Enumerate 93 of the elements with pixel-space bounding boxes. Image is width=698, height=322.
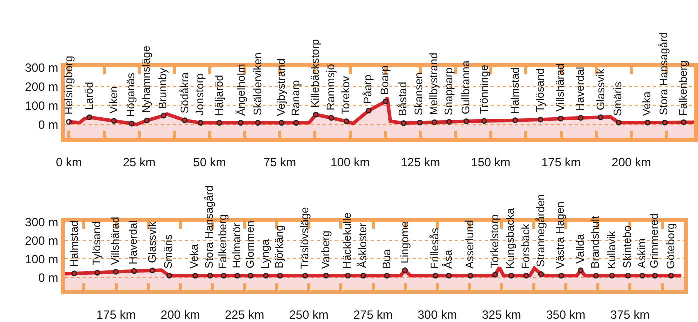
x-tick-label: 275 km [354,308,393,322]
annotation: Ängelholm [234,64,248,116]
x-tick-label: 325 km [482,308,522,322]
annotation: Ranarp [290,80,302,116]
annotation: Glassvik [595,68,608,110]
x-tick-label: 200 km [612,155,652,170]
annotation: Tylösand [534,68,547,113]
annotation: Villshärad [110,216,122,266]
annotation: Haverdal [574,67,587,112]
annotation: Villshärad [555,64,568,112]
annotation: Glassvik [146,221,159,264]
x-tick-label: 175 km [542,155,581,170]
x-tick-label: 0 km [56,155,82,170]
annotation: Vejbystrand [276,58,288,116]
annotation: Åsa [442,249,456,269]
annotation: Snapparp [443,68,456,116]
x-tick-label: 200 km [160,308,200,322]
annotation: Jonstorp [194,74,207,116]
annotation: Rammsjö [325,64,338,111]
annotation: Askim [636,238,649,268]
x-tick-label: 125 km [400,155,440,170]
annotation: Viken [108,86,121,114]
y-tick-label: 0 m [38,270,59,285]
annotation: Falkenberg [218,214,230,270]
annotation: Brunnby [158,68,170,110]
x-tick-label: 25 km [123,155,156,170]
annotation: Björkäng [274,225,286,269]
annotation: Gullbranna [460,60,472,115]
annotation: Boarp [380,66,392,96]
annotation: Torkelstorp [489,214,502,268]
annotation: Lingome [400,221,412,264]
annotation: Stora Hansagård [658,32,671,116]
annotation: Glommen [244,220,257,269]
annotation: Laröd [84,82,96,110]
annotation: Killebäckstorp [310,39,322,108]
annotation: Åskloster [356,222,370,268]
annotation: Påarp [362,74,375,104]
annotation: Falkenberg [678,60,690,116]
annotation: Halmstad [68,220,81,268]
annotation: Holmarör [232,222,244,268]
x-tick-label: 50 km [193,155,226,170]
annotation: Haverdal [128,220,140,265]
annotation: Frillesås [429,228,442,270]
x-tick-label: 75 km [264,155,296,170]
annotation: Torekov [340,76,353,115]
annotation: Västra Hagen [555,202,568,270]
annotation: Nyhamnsläge [140,46,153,114]
x-tick-label: 375 km [610,308,650,322]
y-tick-label: 100 m [25,252,59,266]
annotation: Brandshult [590,216,602,269]
y-tick-label: 100 m [25,98,59,113]
annotation: Smäris [612,82,625,116]
annotation: Grimmered [648,214,661,269]
x-tick-label: 150 km [471,155,511,170]
x-tick-label: 250 km [289,308,329,322]
annotation: Höganäs [126,72,138,118]
y-tick-label: 300 m [25,60,59,75]
annotation: Häljaröd [214,75,226,116]
annotation: Smäris [163,234,176,269]
annotation: Bua [381,248,394,270]
annotation: Trönninge [478,65,491,114]
x-tick-label: 100 km [330,155,370,170]
annotation: Skintebo [622,226,634,269]
annotation: Veka [642,90,654,116]
annotation: Kullavik [606,230,618,270]
annotation: Träslövsläge [300,207,312,270]
annotation: Göteborg [665,223,678,270]
y-tick-label: 200 m [25,234,59,248]
annotation: Veka [189,244,202,269]
annotation: Helsingborg [64,56,76,115]
annotation: Stora Hansagård [204,186,216,269]
x-tick-label: 225 km [225,308,264,322]
x-tick-label: 300 km [418,308,458,322]
y-tick-label: 300 m [25,215,59,230]
annotation: Häcklekulle [342,212,354,269]
annotation: Forsbäck [520,224,533,270]
x-tick-label: 175 km [96,308,136,322]
annotation: Mellbystrand [428,52,440,116]
annotation: Tylösand [92,221,104,266]
annotation: Lynga [260,238,272,270]
annotation: Båstad [397,82,410,116]
annotation: Vallda [574,233,587,264]
annotation: Kungsbacka [505,207,518,269]
x-tick-label: 350 km [546,308,586,322]
annotation: Halmstad [510,68,522,114]
y-tick-label: 200 m [25,80,59,94]
annotation: Strannegården [535,194,548,268]
annotation: Asserlund [464,220,476,270]
annotation: Varberg [320,230,332,270]
annotation: Skälderviken [252,52,265,116]
annotation: Skansen [414,72,426,116]
y-tick-label: 0 m [38,118,59,132]
annotation: Södåkra [179,72,192,114]
